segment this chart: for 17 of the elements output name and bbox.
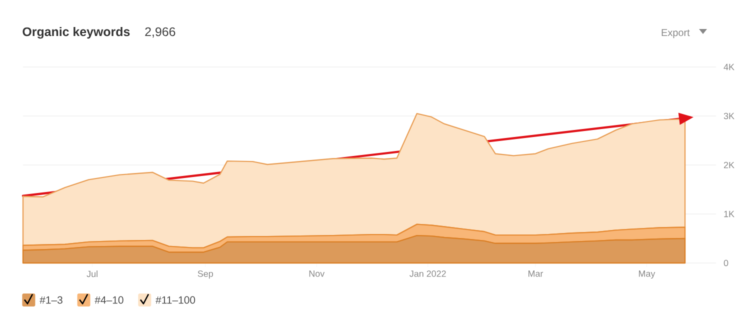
x-tick-label: Nov [309, 270, 325, 277]
y-tick-label: 2K [724, 162, 734, 168]
chart-subtitle: 2,966 [145, 27, 176, 38]
y-tick-label: 1K [724, 210, 734, 218]
y-tick-label: 3K [724, 112, 734, 120]
y-tick-label: 0 [724, 260, 728, 266]
x-tick-label: Jan 2022 [410, 270, 446, 277]
x-tick-label: May [638, 270, 656, 279]
legend-label: #4–10 [94, 296, 124, 304]
legend-label: #1–3 [40, 296, 62, 304]
legend-label: #11–100 [156, 296, 196, 304]
x-tick-label: Mar [528, 270, 544, 277]
x-tick-label: Sep [198, 270, 213, 279]
y-tick-label: 4K [724, 64, 734, 70]
chart-title: Organic keywords [22, 26, 130, 39]
x-tick-label: Jul [86, 270, 98, 278]
text: Export [662, 29, 690, 38]
